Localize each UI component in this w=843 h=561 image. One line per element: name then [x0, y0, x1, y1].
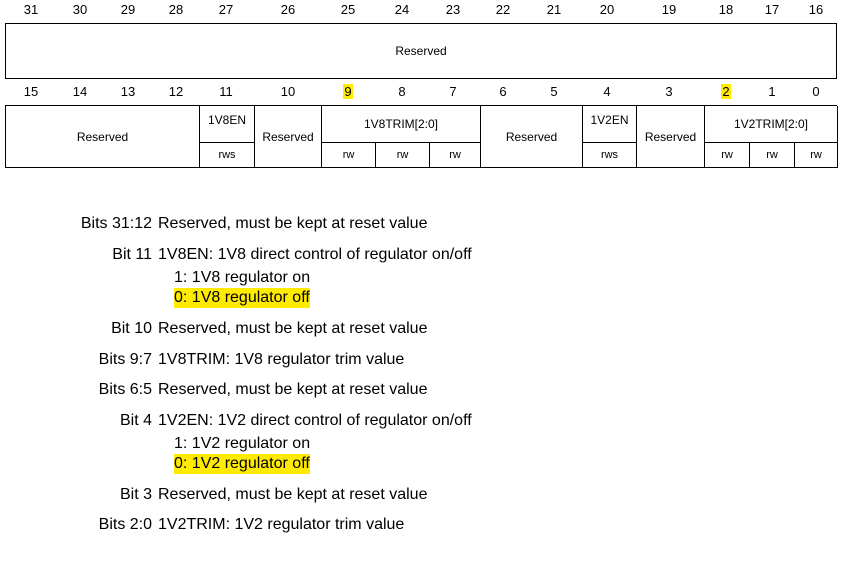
desc-label: Bit 11 — [112, 246, 152, 263]
desc-text: Reserved, must be kept at reset value — [158, 215, 428, 232]
bit-number: 6 — [499, 84, 507, 99]
desc-subtext-highlighted: 0: 1V8 regulator off — [174, 288, 310, 308]
v12trim-access: rw — [705, 143, 750, 168]
bit-number: 5 — [550, 84, 558, 99]
bit-number: 4 — [603, 84, 611, 99]
bit-number: 23 — [445, 2, 461, 17]
bit-number: 11 — [219, 84, 233, 99]
bit-number: 25 — [340, 2, 356, 17]
reserved-field-15-12: Reserved — [6, 106, 200, 168]
desc-label: Bit 4 — [119, 412, 152, 429]
bit-number: 28 — [168, 2, 184, 17]
reserved-label: Reserved — [395, 44, 447, 58]
bit-number: 16 — [808, 2, 824, 17]
bit-number: 1 — [768, 84, 776, 99]
bit-number: 19 — [661, 2, 677, 17]
v18trim-access: rw — [430, 143, 481, 168]
bit-number-highlighted: 9 — [343, 84, 353, 99]
desc-label: Bits 31:12 — [80, 215, 152, 232]
reserved-field-6-5: Reserved — [481, 106, 583, 168]
bit-number: 26 — [280, 2, 296, 17]
desc-subtext-highlighted: 0: 1V2 regulator off — [174, 454, 310, 474]
bit-number: 27 — [218, 2, 234, 17]
bit-number: 0 — [812, 84, 820, 99]
v18trim-field: 1V8TRIM[2:0] — [322, 106, 481, 143]
desc-label: Bits 9:7 — [98, 351, 152, 368]
bit-number: 13 — [120, 84, 136, 99]
bit-number: 8 — [398, 84, 406, 99]
desc-text: Reserved, must be kept at reset value — [158, 320, 428, 337]
desc-text: 1V8EN: 1V8 direct control of regulator o… — [158, 246, 472, 263]
reserved-field-10: Reserved — [255, 106, 322, 168]
bit-number: 12 — [168, 84, 184, 99]
bit-number-highlighted: 2 — [721, 84, 731, 99]
bit-number: 24 — [394, 2, 410, 17]
bit-number: 10 — [280, 84, 296, 99]
desc-text: 1V2EN: 1V2 direct control of regulator o… — [158, 412, 472, 429]
v12en-access: rws — [583, 143, 637, 168]
bit-number: 15 — [23, 84, 39, 99]
lower-register: Reserved 1V8EN rws Reserved 1V8TRIM[2:0]… — [5, 105, 838, 168]
bit-number: 21 — [546, 2, 562, 17]
bit-number: 3 — [665, 84, 673, 99]
v18en-access: rws — [200, 143, 255, 168]
bit-number: 18 — [718, 2, 734, 17]
desc-text: Reserved, must be kept at reset value — [158, 381, 428, 398]
desc-label: Bits 2:0 — [98, 516, 152, 533]
bit-number: 30 — [72, 2, 88, 17]
v12trim-access: rw — [750, 143, 795, 168]
bit-number: 14 — [72, 84, 88, 99]
desc-subtext: 1: 1V2 regulator on — [174, 435, 311, 452]
bit-number: 22 — [495, 2, 511, 17]
v12trim-access: rw — [795, 143, 838, 168]
desc-subtext: 1: 1V8 regulator on — [174, 269, 311, 286]
upper-reserved-field: Reserved — [5, 23, 837, 79]
v18trim-access: rw — [376, 143, 430, 168]
v18trim-access: rw — [322, 143, 376, 168]
v12trim-field: 1V2TRIM[2:0] — [705, 106, 838, 143]
desc-label: Bit 3 — [119, 486, 152, 503]
bit-number: 7 — [449, 84, 457, 99]
desc-text: Reserved, must be kept at reset value — [158, 486, 428, 503]
bit-number: 20 — [599, 2, 615, 17]
desc-text: 1V8TRIM: 1V8 regulator trim value — [158, 351, 405, 368]
bit-number: 31 — [23, 2, 39, 17]
desc-label: Bits 6:5 — [98, 381, 152, 398]
v12en-field: 1V2EN — [583, 106, 637, 143]
desc-label: Bit 10 — [111, 320, 152, 337]
v18en-field: 1V8EN — [200, 106, 255, 143]
reserved-field-3: Reserved — [637, 106, 705, 168]
bit-number: 17 — [764, 2, 780, 17]
bit-number: 29 — [120, 2, 136, 17]
desc-text: 1V2TRIM: 1V2 regulator trim value — [158, 516, 405, 533]
